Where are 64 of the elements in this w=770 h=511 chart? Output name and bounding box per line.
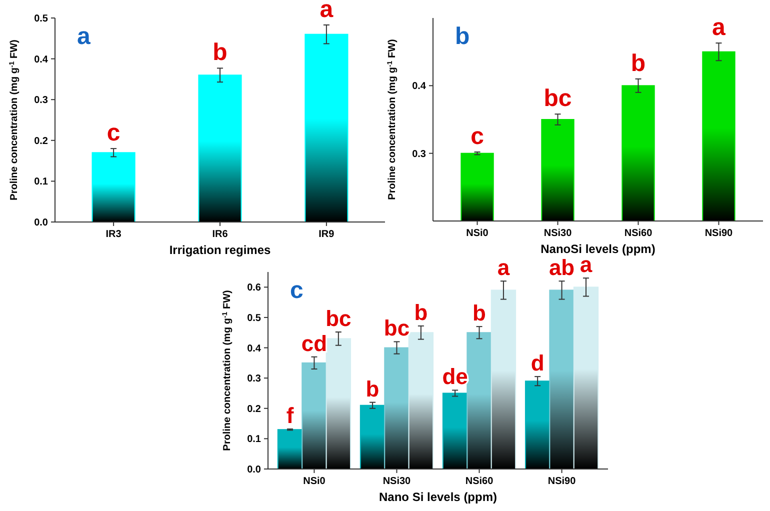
- annotation: b: [212, 39, 228, 66]
- bar: [408, 332, 434, 470]
- annotation: b: [455, 23, 470, 50]
- bar: [302, 362, 327, 470]
- y-tick-label: 0.5: [34, 14, 48, 24]
- y-tick-label: 0.5: [247, 312, 262, 324]
- annotation: a: [77, 23, 91, 50]
- annotation: c: [290, 277, 304, 304]
- y-tick-label: 0.1: [247, 434, 262, 446]
- x-tick-label: NSi30: [544, 228, 572, 239]
- y-tick-label: 0.3: [247, 374, 262, 385]
- annotation: b: [472, 300, 486, 326]
- x-tick-label: IR6: [212, 229, 228, 240]
- y-tick-label: 0.2: [247, 404, 262, 415]
- bar: [466, 332, 492, 470]
- annotation: bc: [326, 306, 352, 332]
- annotation: a: [712, 14, 726, 42]
- bar: [198, 74, 242, 222]
- annotation: c: [470, 122, 484, 150]
- y-tick-label: 0.4: [34, 54, 48, 66]
- x-tick-label: IR3: [106, 229, 122, 240]
- annotation: de: [442, 364, 468, 390]
- y-tick-label: 0.3: [412, 148, 426, 160]
- y-tick-label: 0.0: [34, 218, 48, 228]
- bar: [326, 338, 352, 470]
- y-tick-label: 0.4: [412, 81, 426, 92]
- bar: [277, 429, 303, 470]
- x-tick-label: NSi60: [624, 228, 653, 239]
- x-tick-label: NSi90: [548, 476, 576, 487]
- x-tick-label: NSi0: [303, 476, 326, 487]
- annotation: b: [366, 376, 380, 402]
- annotation: cd: [301, 330, 328, 356]
- bar: [92, 152, 136, 222]
- y-tick-label: 0.1: [34, 176, 48, 188]
- bar: [304, 34, 348, 222]
- bar: [490, 290, 516, 470]
- y-tick-label: 0.6: [247, 282, 262, 294]
- bar: [442, 392, 468, 470]
- bar: [384, 347, 410, 470]
- x-axis-title: Irrigation regimes: [169, 243, 271, 257]
- bar: [524, 380, 550, 470]
- y-tick-label: 0.2: [34, 136, 48, 147]
- bar: [360, 404, 386, 470]
- y-tick-label: 0.3: [34, 95, 48, 106]
- annotation: ab: [548, 255, 575, 280]
- annotation: d: [530, 350, 544, 376]
- bar: [573, 286, 599, 470]
- y-tick-label: 0.0: [247, 464, 262, 476]
- annotation: bc: [544, 85, 572, 112]
- x-tick-label: NSi60: [465, 476, 494, 487]
- x-tick-label: NSi30: [382, 476, 412, 487]
- annotation: a: [320, 0, 334, 23]
- annotation: b: [414, 300, 428, 325]
- y-tick-label: 0.4: [247, 343, 262, 354]
- bar: [549, 290, 574, 470]
- annotation: f: [286, 402, 294, 428]
- annotation: bc: [384, 316, 410, 341]
- x-tick-label: IR9: [318, 229, 335, 240]
- annotation: c: [106, 120, 120, 147]
- annotation: b: [630, 50, 646, 77]
- x-tick-label: NSi0: [466, 228, 489, 239]
- annotation: a: [497, 255, 510, 280]
- x-tick-label: NSi90: [704, 228, 734, 239]
- x-axis-title: Nano Si levels (ppm): [378, 490, 498, 504]
